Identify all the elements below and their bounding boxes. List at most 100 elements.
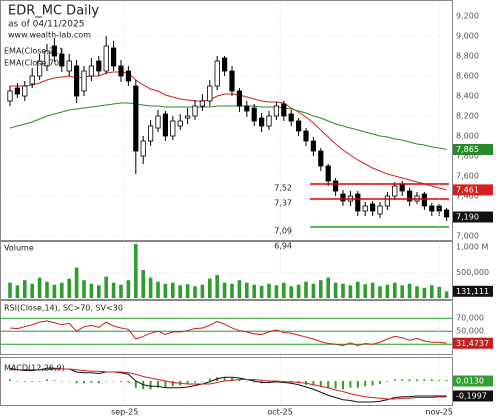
volume-bar [363, 284, 367, 298]
y-tick-label: 8,800 [456, 52, 479, 61]
volume-bar [245, 282, 249, 298]
histogram-bar [334, 381, 337, 389]
candle-body [221, 57, 228, 72]
histogram-bar [157, 381, 159, 388]
y-tick-label: 7,600 [456, 172, 479, 181]
candle-body [258, 117, 265, 127]
value-box-label: 31,4737 [456, 339, 489, 348]
y-tick-label: 8,600 [456, 72, 479, 81]
histogram-bar [75, 381, 78, 384]
volume-bar [74, 267, 79, 298]
histogram-bar [342, 381, 344, 390]
panel-title: Volume [4, 244, 34, 253]
y-tick-label: 9,000 [456, 32, 479, 41]
value-box-label: 131,111 [456, 287, 489, 296]
value-box-label: 0,0130 [456, 377, 484, 386]
candle-body [125, 70, 131, 82]
volume-bar [82, 280, 86, 298]
histogram-bar [356, 381, 359, 388]
volume-bar [267, 283, 271, 298]
volume-bar [415, 286, 419, 298]
volume-bar [259, 285, 264, 298]
volume-bar [400, 285, 404, 298]
volume-bar [193, 286, 197, 298]
histogram-bar [319, 381, 322, 387]
histogram-bar [379, 381, 381, 384]
volume-bar [67, 278, 71, 298]
candle-body [74, 65, 80, 97]
histogram-bar [53, 380, 56, 381]
candle-body [44, 50, 50, 67]
volume-bar [185, 284, 190, 298]
volume-bar [274, 285, 279, 298]
candle-body [29, 75, 35, 85]
rsi-panel [0, 300, 453, 355]
volume-bar [104, 276, 108, 298]
volume-bar [326, 277, 330, 298]
candle-body [303, 130, 309, 142]
histogram-bar [31, 381, 34, 382]
y-tick-label: 8,400 [456, 92, 479, 101]
candle-body [429, 205, 435, 212]
value-box [453, 375, 493, 387]
value-box [453, 211, 493, 223]
level-label: 6,94 [274, 242, 292, 251]
volume-bar [30, 283, 34, 298]
histogram-bar [408, 379, 411, 381]
histogram-bar [83, 381, 85, 384]
candle-body [37, 60, 43, 77]
histogram-bar [371, 381, 374, 386]
histogram-bar [38, 381, 41, 382]
candle-body [399, 183, 405, 192]
histogram-bar [268, 381, 270, 383]
indicator-line [9, 367, 447, 403]
volume-bar [370, 282, 375, 298]
x-tick-label: sep-25 [111, 408, 138, 417]
chart-title: EDR_MC Daily [8, 4, 99, 19]
candle-body [355, 193, 361, 212]
value-box [453, 144, 493, 155]
source: www.wealth-lab.com [8, 31, 91, 40]
value-box [453, 390, 493, 402]
legend-entry: EMA(Close,21) [4, 47, 62, 56]
histogram-bar [253, 381, 256, 383]
candle-body [199, 100, 205, 107]
histogram-bar [245, 381, 248, 382]
histogram-bar [438, 380, 441, 381]
volume-bar [311, 283, 316, 298]
subtitle: as of 04/11/2025 [8, 20, 84, 30]
candle-body [140, 140, 146, 157]
volume-bar [407, 283, 412, 298]
y-tick-label: 8,000 [456, 132, 479, 141]
histogram-bar [208, 378, 211, 381]
histogram-bar [238, 379, 241, 381]
histogram-bar [223, 377, 226, 381]
value-box [453, 184, 493, 196]
candle-body [251, 107, 257, 122]
volume-bar [319, 280, 323, 298]
candle-body [214, 60, 220, 87]
candle-body [162, 113, 168, 137]
volume-bar [178, 285, 182, 298]
candle-body [192, 105, 198, 117]
candle-body [133, 85, 139, 152]
volume-bar [89, 283, 94, 298]
candle-body [310, 140, 317, 152]
indicator-line [10, 368, 447, 400]
candle-body [81, 70, 87, 92]
histogram-bar [97, 381, 100, 384]
ema-line [9, 102, 447, 150]
volume-bar [341, 283, 345, 298]
volume-bar [134, 244, 138, 298]
candle-body [96, 60, 102, 72]
histogram-bar [186, 381, 189, 384]
level-label: 7,37 [274, 199, 292, 208]
candle-body [377, 205, 383, 215]
candle-body [207, 85, 213, 102]
volume-bar [385, 284, 390, 298]
candle-body [184, 115, 191, 119]
candle-body [66, 60, 72, 72]
candle-body [332, 180, 339, 192]
candle-body [51, 45, 58, 57]
